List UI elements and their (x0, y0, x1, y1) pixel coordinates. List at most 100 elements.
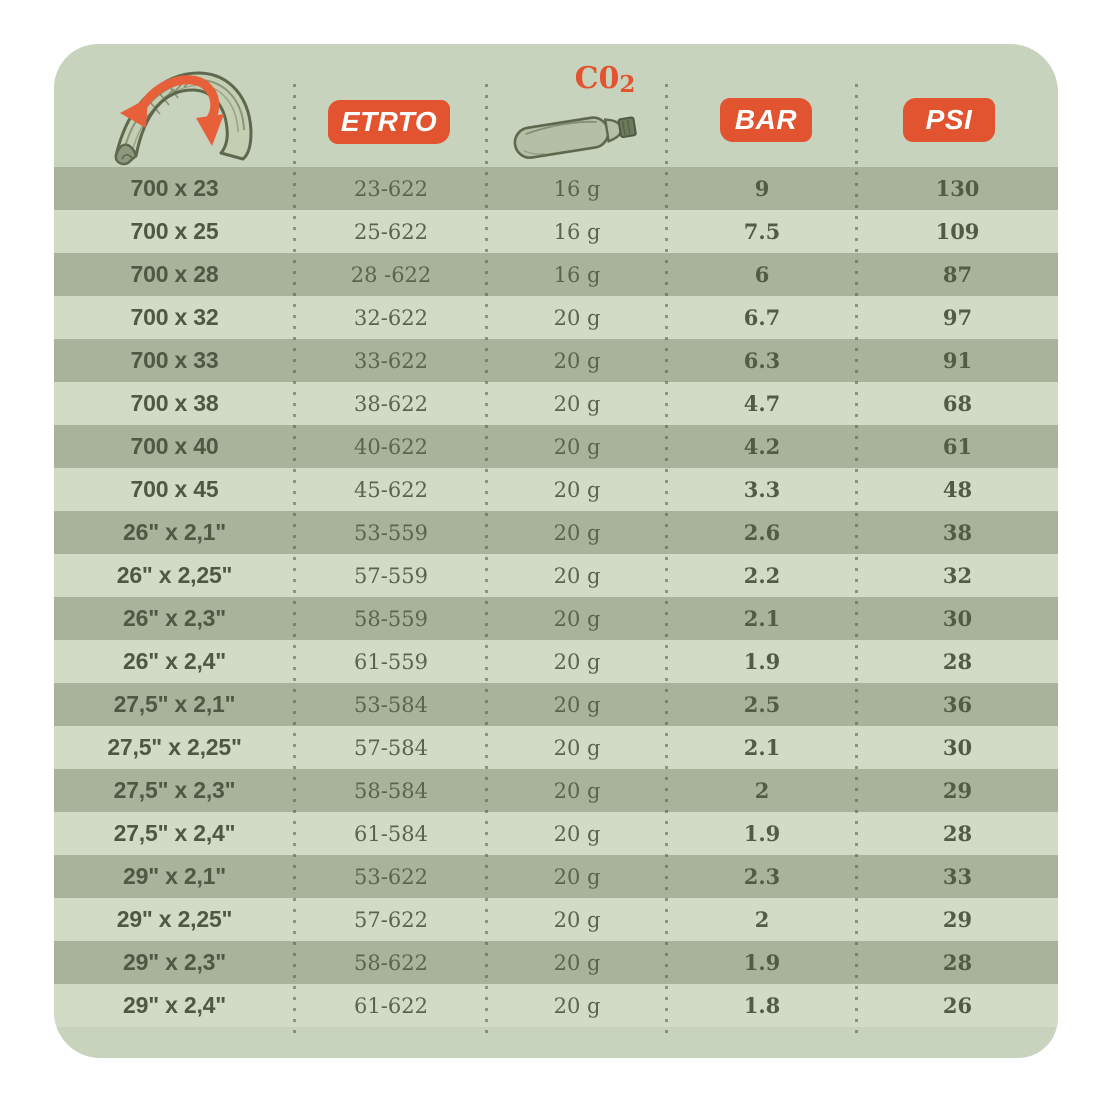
cell-size: 26" x 2,25" (116, 562, 233, 588)
cell-co2: 20 g (553, 606, 601, 631)
cell-psi: 87 (942, 262, 973, 287)
psi-header-badge: PSI (903, 98, 995, 142)
cell-bar: 4.2 (743, 434, 781, 459)
cell-psi: 61 (942, 434, 973, 459)
cell-co2: 20 g (553, 305, 601, 330)
cell-size: 27,5" x 2,1" (113, 691, 236, 717)
cell-bar: 1.9 (743, 821, 781, 846)
tire-cross-section-icon (114, 71, 253, 166)
etrto-header-label: ETRTO (340, 106, 438, 137)
cell-etrto: 57-622 (354, 907, 428, 932)
cell-size: 700 x 38 (130, 390, 219, 416)
cell-psi: 32 (942, 563, 973, 588)
psi-header-label: PSI (925, 104, 973, 135)
cell-etrto: 57-559 (354, 563, 428, 588)
cell-co2: 20 g (553, 391, 601, 416)
bar-header-badge: BAR (720, 98, 812, 142)
table-row: 700 x 25 25-622 16 g 7.5 109 (54, 210, 1058, 253)
cell-bar: 3.3 (743, 477, 781, 502)
table-row: 29" x 2,4" 61-622 20 g 1.8 26 (54, 984, 1058, 1027)
cell-size: 29" x 2,4" (123, 992, 226, 1018)
cell-psi: 29 (942, 907, 973, 932)
cell-co2: 20 g (553, 778, 601, 803)
bar-header-label: BAR (734, 104, 798, 135)
table-row: 26" x 2,4" 61-559 20 g 1.9 28 (54, 640, 1058, 683)
cell-size: 27,5" x 2,4" (113, 820, 236, 846)
cell-bar: 1.8 (743, 993, 781, 1018)
cell-co2: 20 g (553, 649, 601, 674)
cell-bar: 1.9 (743, 649, 781, 674)
cell-bar: 2 (754, 778, 770, 803)
cell-psi: 33 (942, 864, 973, 889)
cell-etrto: 25-622 (354, 219, 428, 244)
cell-bar: 6.7 (743, 305, 781, 330)
cell-bar: 4.7 (743, 391, 781, 416)
cell-etrto: 58-622 (354, 950, 428, 975)
cell-psi: 68 (942, 391, 973, 416)
cell-size: 700 x 28 (130, 261, 219, 287)
cell-bar: 6 (754, 262, 770, 287)
cell-etrto: 53-559 (354, 520, 428, 545)
cell-psi: 130 (935, 176, 980, 201)
cell-bar: 2.6 (743, 520, 781, 545)
cell-psi: 38 (942, 520, 973, 545)
cell-etrto: 53-584 (354, 692, 428, 717)
cell-size: 26" x 2,1" (123, 519, 226, 545)
table-row: 700 x 28 28 -622 16 g 6 87 (54, 253, 1058, 296)
cell-co2: 16 g (553, 176, 601, 201)
cell-etrto: 57-584 (354, 735, 428, 760)
cell-bar: 2.5 (743, 692, 781, 717)
cell-size: 700 x 40 (130, 433, 219, 459)
cell-etrto: 33-622 (354, 348, 428, 373)
cell-size: 29" x 2,1" (123, 863, 226, 889)
cell-etrto: 61-584 (354, 821, 428, 846)
cell-co2: 20 g (553, 821, 601, 846)
table-row: 27,5" x 2,4" 61-584 20 g 1.9 28 (54, 812, 1058, 855)
cell-co2: 20 g (553, 907, 601, 932)
table-row: 700 x 38 38-622 20 g 4.7 68 (54, 382, 1058, 425)
table-row: 29" x 2,3" 58-622 20 g 1.9 28 (54, 941, 1058, 984)
table-row: 29" x 2,1" 53-622 20 g 2.3 33 (54, 855, 1058, 898)
cell-psi: 109 (935, 219, 980, 244)
table-row: 700 x 33 33-622 20 g 6.3 91 (54, 339, 1058, 382)
table-header: ETRTO C02 BAR PSI (54, 44, 1058, 167)
cell-etrto: 61-622 (354, 993, 428, 1018)
cell-size: 700 x 25 (130, 218, 219, 244)
cell-co2: 20 g (553, 864, 601, 889)
cell-size: 27,5" x 2,25" (107, 734, 242, 760)
cell-bar: 6.3 (743, 348, 781, 373)
cell-co2: 20 g (553, 692, 601, 717)
cell-psi: 26 (942, 993, 973, 1018)
cell-etrto: 58-584 (354, 778, 428, 803)
cell-psi: 29 (942, 778, 973, 803)
etrto-header-badge: ETRTO (328, 100, 450, 144)
cell-psi: 30 (942, 606, 973, 631)
cell-size: 700 x 23 (130, 175, 219, 201)
table-row: 700 x 23 23-622 16 g 9 130 (54, 167, 1058, 210)
cell-size: 700 x 45 (130, 476, 219, 502)
cell-co2: 20 g (553, 950, 601, 975)
cell-co2: 20 g (553, 434, 601, 459)
cell-psi: 91 (942, 348, 973, 373)
cell-psi: 28 (942, 950, 973, 975)
cell-co2: 20 g (553, 348, 601, 373)
cell-co2: 16 g (553, 262, 601, 287)
table-row: 27,5" x 2,1" 53-584 20 g 2.5 36 (54, 683, 1058, 726)
table-row: 700 x 32 32-622 20 g 6.7 97 (54, 296, 1058, 339)
table-row: 27,5" x 2,3" 58-584 20 g 2 29 (54, 769, 1058, 812)
cell-etrto: 32-622 (354, 305, 428, 330)
cell-etrto: 28 -622 (350, 262, 432, 287)
table-row: 26" x 2,25" 57-559 20 g 2.2 32 (54, 554, 1058, 597)
cell-etrto: 38-622 (354, 391, 428, 416)
cell-co2: 20 g (553, 563, 601, 588)
cell-bar: 2.1 (743, 606, 781, 631)
cell-etrto: 40-622 (354, 434, 428, 459)
cell-bar: 7.5 (743, 219, 781, 244)
co2-cartridge-icon (513, 116, 637, 159)
cell-size: 700 x 32 (130, 304, 219, 330)
cell-co2: 20 g (553, 477, 601, 502)
cell-size: 26" x 2,3" (123, 605, 226, 631)
cell-size: 700 x 33 (130, 347, 219, 373)
table-row: 29" x 2,25" 57-622 20 g 2 29 (54, 898, 1058, 941)
cell-co2: 20 g (553, 993, 601, 1018)
